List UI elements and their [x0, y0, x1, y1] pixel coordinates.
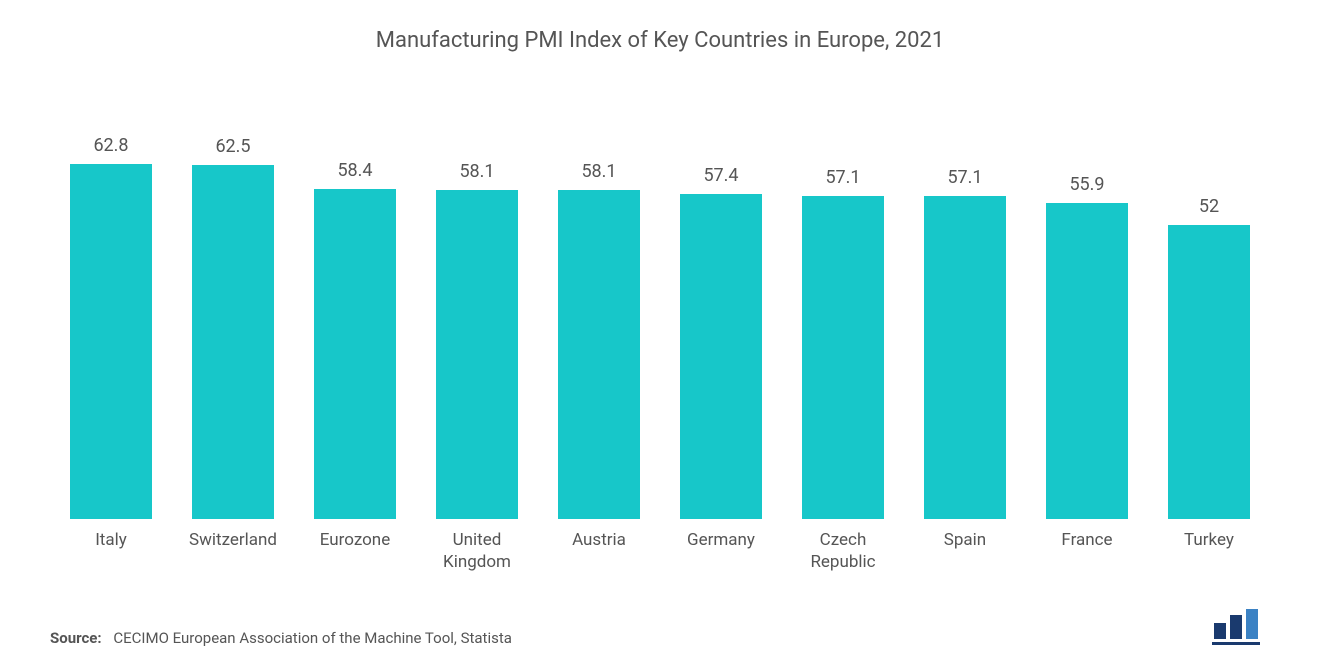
bar	[802, 196, 885, 519]
bar-value-label: 62.5	[215, 136, 250, 157]
bar	[436, 190, 519, 519]
bar	[192, 165, 275, 519]
source-text: CECIMO European Association of the Machi…	[113, 629, 512, 647]
bar-plot-area: 62.8 Italy 62.5 Switzerland 58.4 Eurozone 58.1…	[40, 123, 1280, 579]
bar	[680, 194, 763, 519]
chart-title: Manufacturing PMI Index of Key Countries…	[40, 28, 1280, 53]
bar	[314, 189, 397, 519]
bar-value-label: 62.8	[93, 135, 128, 156]
bar	[1046, 203, 1129, 519]
category-label: Turkey	[1184, 529, 1234, 579]
bar-value-label: 57.1	[947, 167, 982, 188]
source-line: Source: CECIMO European Association of t…	[50, 629, 512, 647]
bar-stack: 62.8	[50, 123, 172, 519]
category-label: Czech Republic	[788, 529, 898, 579]
category-label: France	[1061, 529, 1112, 579]
bar-value-label: 57.1	[825, 167, 860, 188]
bar-stack: 58.1	[538, 123, 660, 519]
category-label: Austria	[572, 529, 626, 579]
bar-value-label: 57.4	[703, 165, 738, 186]
category-label: United Kingdom	[422, 529, 532, 579]
bar-column: 52 Turkey	[1148, 123, 1270, 579]
bar-column: 55.9 France	[1026, 123, 1148, 579]
bar-stack: 58.1	[416, 123, 538, 519]
category-label: Italy	[95, 529, 127, 579]
bar-column: 62.5 Switzerland	[172, 123, 294, 579]
bar	[70, 164, 153, 519]
bar-column: 58.1 Austria	[538, 123, 660, 579]
bar-column: 57.1 Czech Republic	[782, 123, 904, 579]
bar	[1168, 225, 1251, 519]
bar-stack: 57.4	[660, 123, 782, 519]
bar-column: 58.4 Eurozone	[294, 123, 416, 579]
bar-stack: 55.9	[1026, 123, 1148, 519]
category-label: Eurozone	[320, 529, 390, 579]
bar-value-label: 58.1	[581, 161, 616, 182]
brand-logo-icon	[1210, 609, 1270, 647]
category-label: Spain	[944, 529, 986, 579]
bar-value-label: 52	[1199, 196, 1219, 217]
chart-container: Manufacturing PMI Index of Key Countries…	[0, 0, 1320, 665]
bar-stack: 52	[1148, 123, 1270, 519]
bar-value-label: 58.1	[459, 161, 494, 182]
bar-value-label: 55.9	[1069, 174, 1104, 195]
bar-stack: 57.1	[904, 123, 1026, 519]
bar-column: 62.8 Italy	[50, 123, 172, 579]
bar-value-label: 58.4	[337, 160, 372, 181]
chart-footer: Source: CECIMO European Association of t…	[40, 579, 1280, 665]
bar-column: 58.1 United Kingdom	[416, 123, 538, 579]
bar-stack: 58.4	[294, 123, 416, 519]
category-label: Germany	[687, 529, 755, 579]
category-label: Switzerland	[189, 529, 277, 579]
source-label: Source:	[50, 629, 102, 647]
bar-stack: 62.5	[172, 123, 294, 519]
bar-column: 57.4 Germany	[660, 123, 782, 579]
bar	[558, 190, 641, 519]
bar	[924, 196, 1007, 519]
bar-column: 57.1 Spain	[904, 123, 1026, 579]
bar-stack: 57.1	[782, 123, 904, 519]
